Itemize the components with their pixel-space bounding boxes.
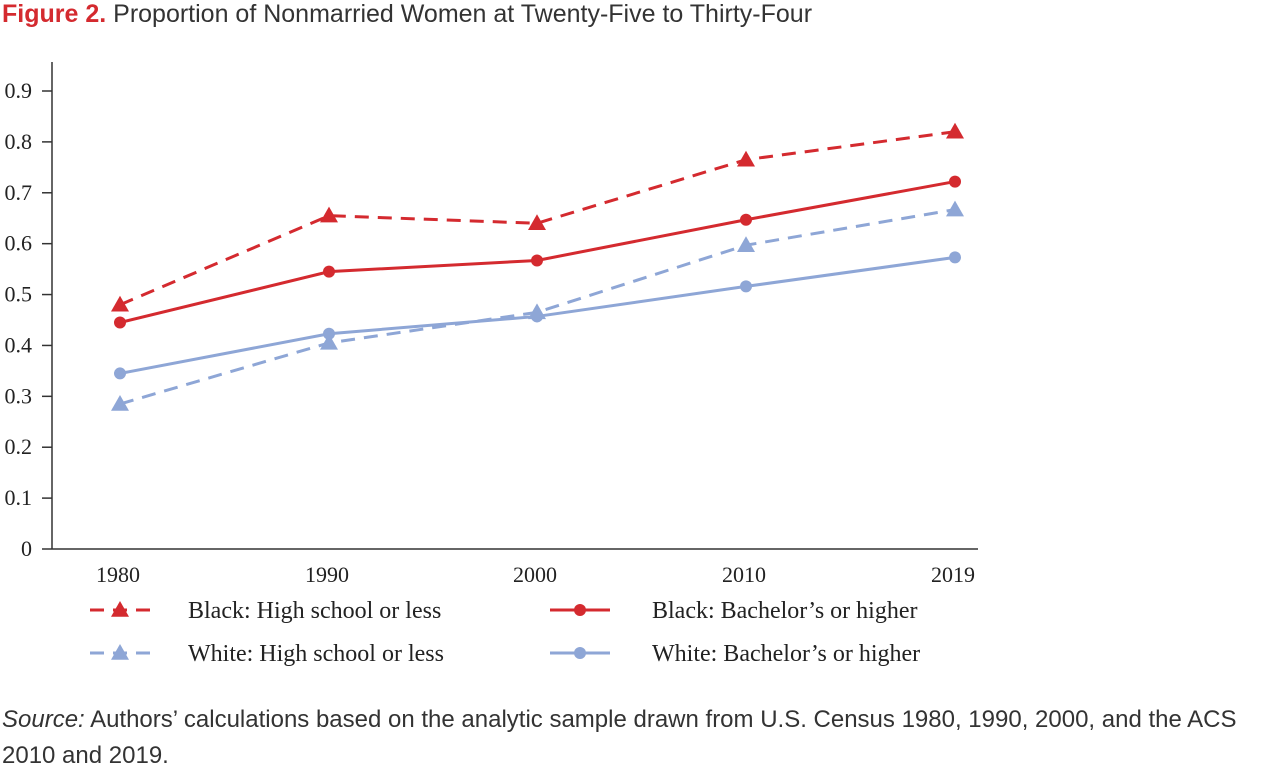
chart-title: Figure 2. Proportion of Nonmarried Women… [2, 0, 812, 29]
data-point [320, 206, 338, 223]
series-group [111, 122, 964, 411]
source-note: Source: Authors’ calculations based on t… [2, 702, 1280, 774]
y-tick-label: 0.4 [5, 332, 33, 357]
data-point [111, 295, 129, 312]
x-tick-label: 1980 [96, 562, 140, 587]
series-4 [114, 251, 961, 380]
legend-item: Black: High school or less [90, 598, 441, 624]
figure-title-text: Proportion of Nonmarried Women at Twenty… [113, 0, 813, 28]
y-tick-label: 0.6 [5, 231, 33, 256]
data-point [323, 265, 335, 278]
series-line [119, 130, 956, 307]
legend-label: Black: Bachelor’s or higher [652, 598, 917, 624]
y-tick-label: 0.9 [5, 78, 33, 103]
series-line [119, 180, 956, 325]
x-tick-label: 2010 [722, 562, 766, 587]
legend-item: White: Bachelor’s or higher [550, 641, 920, 667]
legend-marker [111, 601, 129, 617]
source-text: Authors’ calculations based on the analy… [2, 706, 1237, 769]
data-point [528, 214, 546, 231]
x-tick-label: 2000 [513, 562, 557, 587]
data-point [946, 200, 964, 217]
data-point [114, 367, 126, 380]
legend: Black: High school or less Black: Bachelo… [90, 598, 920, 667]
series-2 [114, 175, 961, 329]
legend-item: White: High school or less [90, 641, 444, 667]
y-tick-label: 0.3 [5, 383, 33, 408]
y-tick-label: 0 [21, 536, 32, 561]
legend-marker [111, 644, 129, 660]
data-point [737, 236, 755, 252]
data-point [740, 280, 752, 293]
legend-marker [574, 647, 586, 659]
legend-label: White: High school or less [188, 641, 444, 667]
legend-label: White: Bachelor’s or higher [652, 641, 920, 667]
data-point [114, 316, 126, 329]
data-point [323, 327, 335, 340]
x-tick-label: 1990 [305, 562, 349, 587]
data-point [946, 122, 964, 139]
y-tick-label: 0.7 [5, 180, 33, 205]
source-label: Source: [2, 706, 85, 733]
data-point [531, 254, 543, 267]
y-tick-label: 0.5 [5, 282, 33, 307]
legend-marker [574, 604, 586, 616]
data-point [949, 251, 961, 264]
data-point [111, 394, 129, 411]
legend-item: Black: Bachelor’s or higher [550, 598, 917, 624]
y-tick-label: 0.2 [5, 434, 33, 459]
data-point [949, 175, 961, 188]
axes: 0 0.1 0.2 0.3 0.4 0.5 0.6 0.7 0.8 0.9 1980 1990 2000… [5, 62, 978, 587]
data-point [740, 213, 752, 226]
legend-label: Black: High school or less [188, 598, 441, 624]
series-3 [111, 200, 964, 411]
data-point [531, 310, 543, 323]
series-1 [111, 122, 964, 312]
line-chart: 0 0.1 0.2 0.3 0.4 0.5 0.6 0.7 0.8 0.9 1980 1990 2000… [5, 62, 978, 667]
y-tick-label: 0.8 [5, 129, 33, 154]
figure-label: Figure 2. [2, 0, 107, 28]
x-tick-label: 2019 [931, 562, 975, 587]
data-point [320, 333, 338, 350]
y-tick-label: 0.1 [5, 485, 33, 510]
data-point [737, 150, 755, 167]
